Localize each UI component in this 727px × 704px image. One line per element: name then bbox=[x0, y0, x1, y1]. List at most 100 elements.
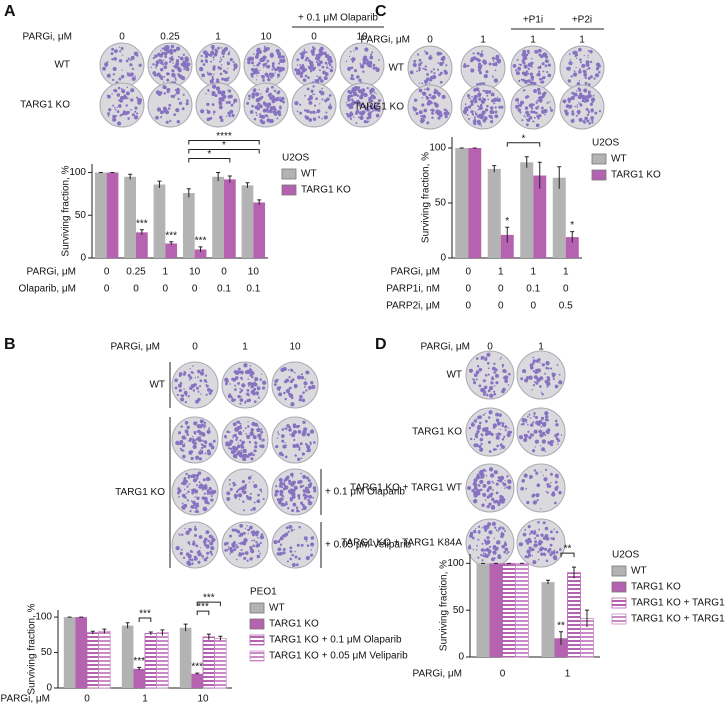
bar bbox=[502, 562, 516, 658]
x-tick-label: 0 bbox=[500, 669, 506, 680]
error-bar bbox=[128, 173, 133, 180]
x-tick-label: 0 bbox=[133, 284, 139, 295]
legend-label: TARG1 KO + 0.1 μM Olaparib bbox=[269, 635, 402, 646]
y-tick-label: 100 bbox=[69, 167, 86, 178]
culture-plate bbox=[407, 84, 453, 130]
x-tick-label: 1 bbox=[563, 267, 569, 278]
plate-row-label: TARG1 KO bbox=[354, 102, 404, 113]
plate-column-label: 1 bbox=[215, 32, 221, 43]
x-tick-label: 0.1 bbox=[217, 284, 231, 295]
legend-label: TARG1 KO bbox=[631, 582, 681, 593]
x-tick-label: 0 bbox=[465, 284, 471, 295]
plate-column-label: 0 bbox=[119, 32, 125, 43]
culture-plate bbox=[465, 350, 515, 400]
significance-bracket bbox=[188, 140, 260, 145]
error-bar bbox=[206, 633, 211, 640]
legend-swatch bbox=[249, 618, 265, 630]
bar bbox=[241, 185, 254, 258]
colonies bbox=[174, 365, 213, 404]
y-tick-label: 0 bbox=[440, 253, 446, 264]
panel-letter: C bbox=[375, 3, 387, 20]
legend-swatch bbox=[249, 650, 265, 662]
significance-bracket bbox=[188, 158, 231, 163]
legend-swatch bbox=[591, 169, 607, 181]
bar bbox=[194, 249, 207, 258]
bar bbox=[86, 632, 100, 689]
x-tick-label: 0 bbox=[84, 694, 90, 704]
x-row-label: PARGi, μM bbox=[27, 267, 76, 278]
plate-row-label: TARG1 KO + TARG1 WT bbox=[350, 483, 462, 494]
colonies bbox=[273, 524, 315, 567]
plate-row-label: WT bbox=[54, 60, 70, 71]
significance: *** bbox=[203, 593, 215, 604]
colonies bbox=[412, 87, 450, 125]
legend-swatch bbox=[611, 613, 627, 625]
bar bbox=[63, 617, 76, 688]
colonies bbox=[247, 45, 286, 82]
bar bbox=[136, 232, 148, 258]
colonies bbox=[106, 86, 142, 126]
colonies bbox=[199, 44, 238, 85]
legend-label: TARG1 KO + 0.05 μM Veliparib bbox=[269, 651, 408, 662]
error-bar bbox=[585, 609, 589, 628]
colonies bbox=[294, 85, 333, 122]
y-axis-label: Surviving fraction, % bbox=[61, 165, 72, 256]
colonies bbox=[345, 46, 380, 85]
culture-plate bbox=[271, 468, 319, 516]
error-bar bbox=[546, 579, 550, 584]
x-row-label: Olaparib, μM bbox=[19, 284, 76, 295]
x-tick-label: 10 bbox=[197, 694, 209, 704]
error-bar bbox=[559, 631, 563, 645]
colonies bbox=[275, 420, 316, 461]
legend-title: U2OS bbox=[612, 550, 640, 561]
legend-label: TARG1 KO bbox=[611, 170, 661, 181]
bar bbox=[133, 668, 145, 688]
bar bbox=[500, 234, 514, 258]
bar bbox=[191, 673, 203, 688]
error-bar bbox=[137, 666, 142, 671]
significance: * bbox=[222, 140, 226, 151]
colonies bbox=[102, 46, 142, 85]
x-tick-label: 0 bbox=[530, 301, 536, 312]
error-bar bbox=[198, 246, 203, 253]
colonies bbox=[462, 87, 504, 127]
plate-row-label: TARG1 KO + TARG1 K84A bbox=[341, 538, 462, 549]
plate-row-label: WT bbox=[149, 380, 165, 391]
plate-group-label: + 0.1 μM Olaparib bbox=[298, 13, 378, 24]
significance: ** bbox=[564, 544, 572, 555]
panel-letter: A bbox=[4, 3, 16, 20]
plate-column-label: 0 bbox=[427, 35, 433, 46]
significance: *** bbox=[195, 236, 207, 247]
legend-label: TARG1 KO bbox=[269, 619, 319, 630]
plate-row-label: WT bbox=[446, 370, 462, 381]
error-bar bbox=[492, 165, 497, 173]
y-axis-label: Surviving fraction, % bbox=[439, 560, 450, 651]
legend-swatch bbox=[591, 153, 607, 165]
colonies bbox=[150, 44, 191, 86]
colonies bbox=[177, 471, 217, 514]
error-bar bbox=[195, 672, 200, 675]
legend-swatch bbox=[249, 634, 265, 646]
colonies bbox=[224, 363, 267, 405]
y-tick-label: 50 bbox=[75, 210, 87, 221]
plate-header: PARGi, μM bbox=[421, 342, 470, 353]
significance: ** bbox=[557, 620, 565, 631]
x-tick-label: 0 bbox=[221, 267, 227, 278]
x-tick-label: 0 bbox=[465, 267, 471, 278]
y-tick-label: 100 bbox=[35, 612, 52, 623]
colonies bbox=[200, 84, 238, 122]
x-tick-label: 0 bbox=[163, 284, 169, 295]
y-tick-label: 0 bbox=[46, 683, 52, 694]
plate-column-label: 1 bbox=[579, 35, 585, 46]
bar bbox=[212, 176, 224, 258]
colonies bbox=[520, 468, 562, 510]
bar bbox=[554, 638, 568, 657]
error-bar bbox=[557, 166, 562, 189]
y-axis-label: Surviving fraction, % bbox=[421, 152, 432, 243]
colonies bbox=[518, 411, 563, 453]
significance: *** bbox=[191, 662, 203, 673]
error-bar bbox=[148, 631, 153, 635]
colonies bbox=[512, 48, 552, 89]
error-bar bbox=[257, 199, 262, 206]
